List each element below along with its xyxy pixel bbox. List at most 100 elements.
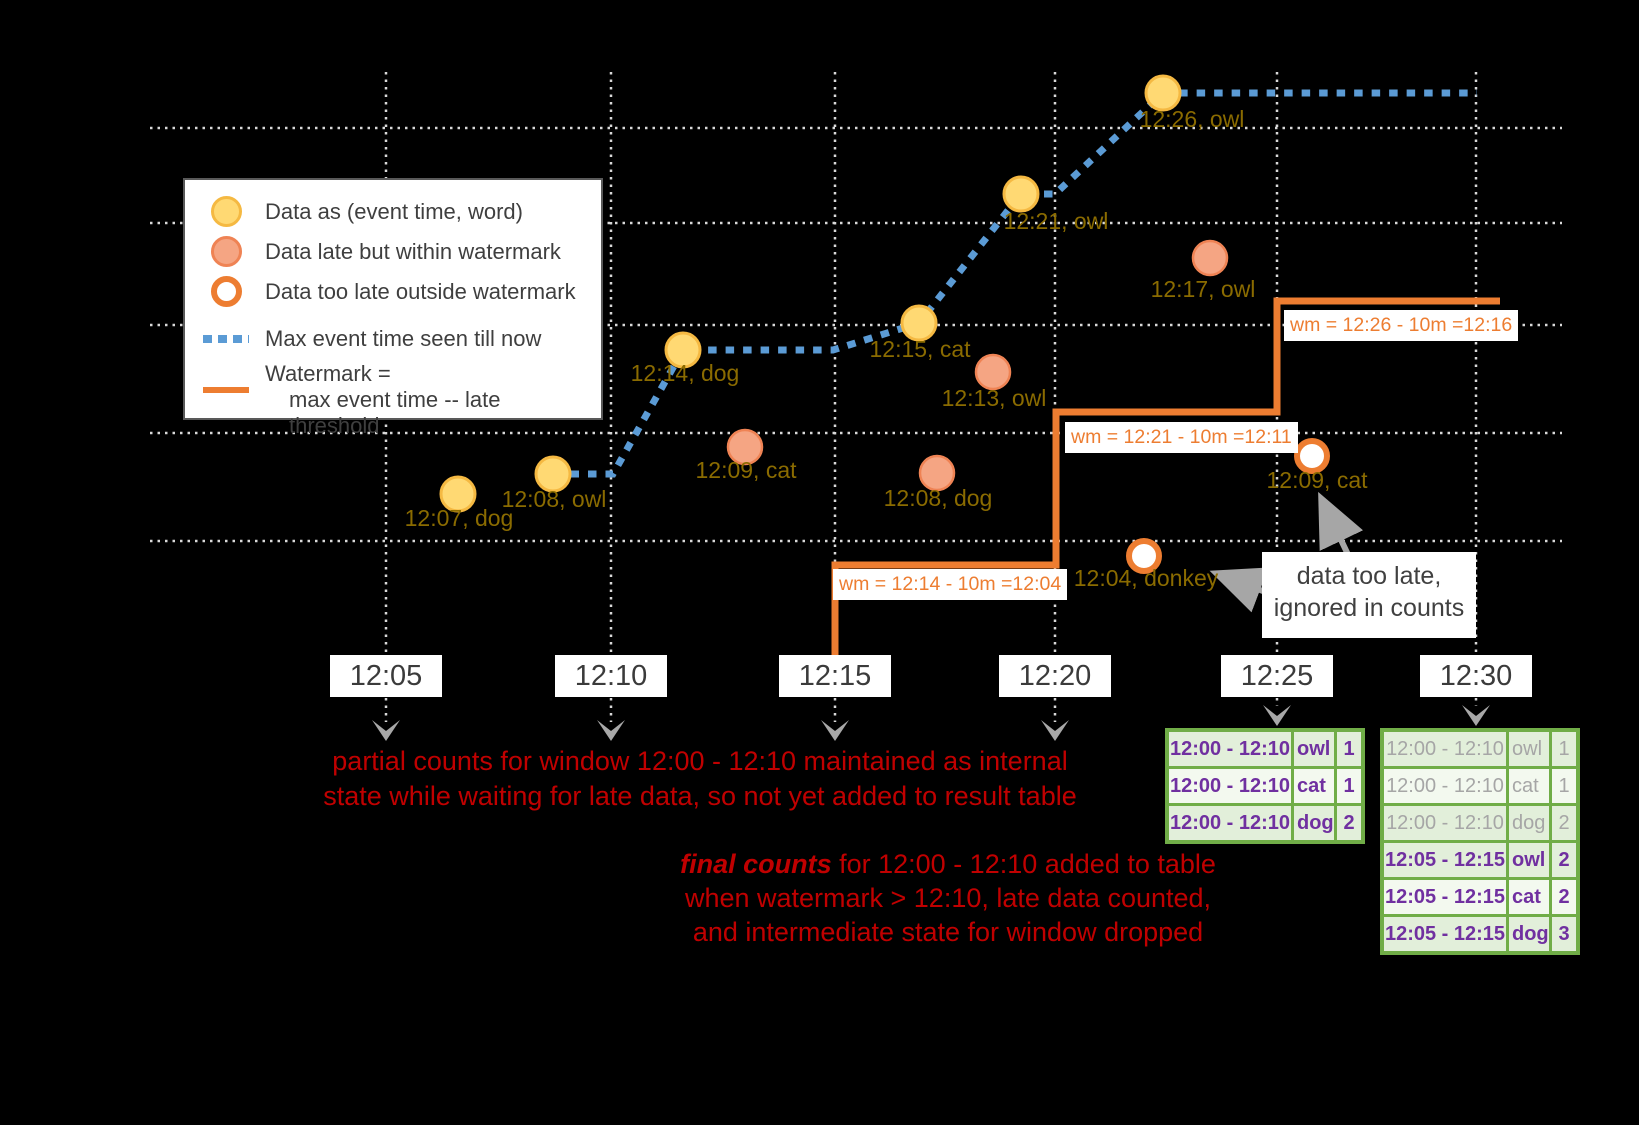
on-time-points [439, 74, 1182, 513]
horizontal-gridlines [150, 126, 1562, 543]
max-event-time-line [553, 89, 1477, 478]
point-12-09-cat-toolate [1294, 438, 1330, 474]
table-cell: cat [1509, 880, 1549, 914]
table-cell: 12:00 - 12:10 [1384, 732, 1506, 766]
point-label-12-26-owl: 12:26, owl [1139, 106, 1245, 132]
table-cell: 12:00 - 12:10 [1384, 806, 1506, 840]
table-cell: 12:00 - 12:10 [1169, 732, 1291, 766]
table-cell: 2 [1552, 806, 1576, 840]
legend-item-on-time: Data as (event time, word) [203, 196, 585, 227]
open-circle-icon [203, 276, 249, 307]
down-arrow-icon [372, 720, 400, 741]
table-cell: 12:00 - 12:10 [1169, 769, 1291, 803]
final-counts-note: final counts for 12:00 - 12:10 added to … [668, 847, 1228, 949]
late-points [726, 239, 1229, 492]
partial-counts-note: partial counts for window 12:00 - 12:10 … [300, 744, 1100, 814]
watermark-line [831, 297, 1500, 655]
tick-12-10: 12:10 [555, 655, 667, 697]
legend-watermark-line1: Watermark = [265, 361, 391, 386]
point-12-13-owl-late [974, 353, 1012, 391]
blue-dotted-line-icon [203, 335, 249, 343]
legend-watermark-line2: max event time -- late threshold [289, 387, 501, 438]
table-cell: dog [1294, 806, 1334, 840]
point-12-21-owl [1002, 175, 1040, 213]
point-label-12-08-owl: 12:08, owl [501, 486, 607, 512]
point-12-15-cat [900, 304, 938, 342]
table-cell: dog [1509, 806, 1549, 840]
point-label-12-07-dog: 12:07, dog [404, 505, 514, 531]
table-cell: cat [1509, 769, 1549, 803]
table-cell: dog [1509, 917, 1549, 951]
orange-line-icon [203, 387, 249, 393]
too-late-callout: data too late, ignored in counts [1262, 552, 1476, 638]
legend-item-too-late: Data too late outside watermark [203, 276, 585, 307]
legend: Data as (event time, word) Data late but… [183, 178, 603, 438]
watermark-label-3: wm = 12:26 - 10m =12:16 [1284, 310, 1519, 341]
point-label-12-08-dog: 12:08, dog [883, 485, 993, 511]
point-label-12-09-cat-toolate: 12:09, cat [1266, 467, 1368, 493]
tick-12-15: 12:15 [779, 655, 891, 697]
tick-arrows [372, 698, 1490, 741]
point-12-04-donkey-toolate [1126, 538, 1162, 574]
point-12-17-owl-late [1191, 239, 1229, 277]
table-cell: 12:05 - 12:15 [1384, 917, 1506, 951]
point-label-12-14-dog: 12:14, dog [630, 360, 740, 386]
legend-label: Data as (event time, word) [265, 198, 523, 224]
legend-label: Max event time seen till now [265, 326, 542, 351]
point-12-14-dog [664, 331, 702, 369]
table-cell: 1 [1552, 732, 1576, 766]
legend-label: Data late but within watermark [265, 238, 561, 264]
table-cell: 2 [1337, 806, 1361, 840]
table-cell: 3 [1552, 917, 1576, 951]
table-cell: 1 [1337, 769, 1361, 803]
table-cell: 12:00 - 12:10 [1384, 769, 1506, 803]
table-cell: 2 [1552, 843, 1576, 877]
point-label-12-04-donkey: 12:04, donkey [1073, 565, 1219, 591]
partial-counts-line1: partial counts for window 12:00 - 12:10 … [332, 746, 1068, 776]
down-arrow-icon [1263, 705, 1291, 726]
legend-item-watermark: Watermark = max event time -- late thres… [203, 361, 585, 439]
down-arrow-icon [1041, 720, 1069, 741]
final-counts-emphasis: final counts [680, 849, 832, 879]
table-cell: owl [1509, 732, 1549, 766]
yellow-circle-icon [203, 196, 249, 227]
tick-12-25: 12:25 [1221, 655, 1333, 697]
table-cell: 1 [1337, 732, 1361, 766]
tick-12-30: 12:30 [1420, 655, 1532, 697]
watermark-label-2: wm = 12:21 - 10m =12:11 [1065, 422, 1298, 453]
final-counts-line2: when watermark > 12:10, late data counte… [684, 883, 1212, 913]
tick-12-20: 12:20 [999, 655, 1111, 697]
table-cell: owl [1509, 843, 1549, 877]
down-arrow-icon [597, 720, 625, 741]
too-late-line2: ignored in counts [1273, 594, 1465, 622]
legend-item-max-event-time: Max event time seen till now [203, 326, 585, 352]
point-12-07-dog [439, 475, 477, 513]
point-label-12-13-owl: 12:13, owl [941, 385, 1047, 411]
too-late-line1: data too late, [1296, 562, 1442, 590]
legend-item-late: Data late but within watermark [203, 236, 585, 267]
down-arrow-icon [1462, 705, 1490, 726]
table-cell: 12:05 - 12:15 [1384, 843, 1506, 877]
point-12-08-dog-late [918, 454, 956, 492]
point-label-12-09-cat: 12:09, cat [695, 457, 797, 483]
partial-counts-line2: state while waiting for late data, so no… [323, 781, 1077, 811]
table-cell: 1 [1552, 769, 1576, 803]
final-counts-line1: for 12:00 - 12:10 added to table [831, 849, 1216, 879]
point-12-09-cat-late [726, 428, 764, 466]
result-table-final: 12:00 - 12:10 owl 1 12:00 - 12:10 cat 1 … [1380, 728, 1580, 955]
salmon-circle-icon [203, 236, 249, 267]
too-late-points [1126, 438, 1330, 574]
table-cell: 12:00 - 12:10 [1169, 806, 1291, 840]
table-cell: 2 [1552, 880, 1576, 914]
result-table-intermediate: 12:00 - 12:10 owl 1 12:00 - 12:10 cat 1 … [1165, 728, 1365, 844]
table-cell: 12:05 - 12:15 [1384, 880, 1506, 914]
legend-label: Data too late outside watermark [265, 278, 576, 304]
watermark-label-1: wm = 12:14 - 10m =12:04 [833, 569, 1068, 600]
table-cell: cat [1294, 769, 1334, 803]
point-label-12-21-owl: 12:21, owl [1003, 208, 1109, 234]
point-12-26-owl [1144, 74, 1182, 112]
down-arrow-icon [821, 720, 849, 741]
point-12-08-owl [534, 455, 572, 493]
